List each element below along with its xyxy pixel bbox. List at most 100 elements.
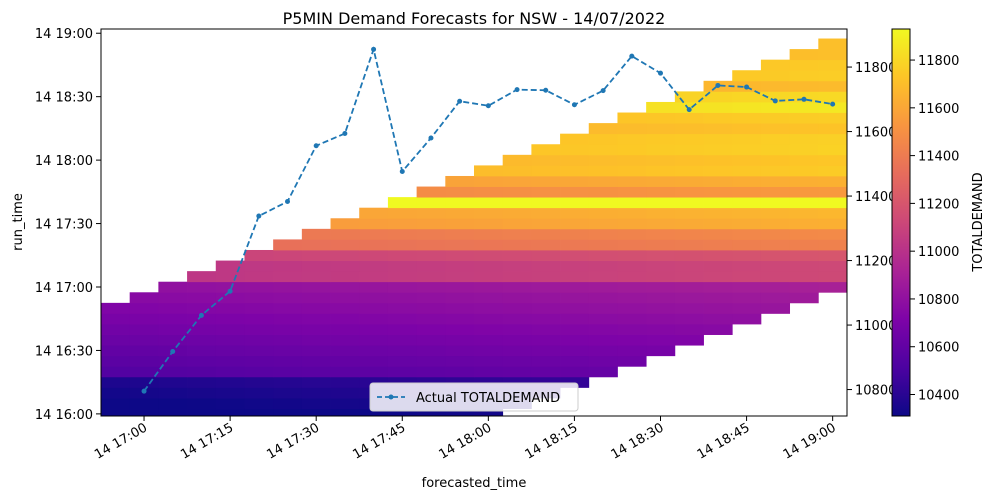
actual-demand-series (141, 46, 836, 394)
heatmap-cell (789, 144, 819, 156)
heatmap-cell (502, 249, 532, 261)
heatmap-cell (560, 154, 590, 166)
heatmap-cell (560, 186, 590, 198)
heatmap-cell (789, 249, 819, 261)
heatmap-cell (674, 175, 704, 187)
heatmap-cell (330, 313, 360, 325)
actual-demand-point (457, 98, 463, 104)
heatmap-cell (760, 175, 791, 187)
heatmap-cell (330, 366, 360, 378)
heatmap-cell (646, 175, 676, 187)
heatmap-cell (301, 313, 331, 325)
actual-demand-point (658, 70, 663, 76)
heatmap-cell (474, 186, 504, 198)
heatmap-cell (445, 260, 475, 272)
heatmap-cell (301, 271, 331, 283)
heatmap-cell (474, 313, 504, 325)
heatmap-cell (387, 376, 418, 388)
heatmap-cell (502, 376, 532, 388)
heatmap-cell (416, 366, 446, 378)
heatmap-cell (760, 59, 791, 71)
heatmap-cell (760, 70, 791, 82)
heatmap-cell (502, 165, 532, 177)
heatmap-cell (330, 228, 360, 240)
heatmap-cell (760, 228, 791, 240)
actual-demand-point (342, 130, 348, 136)
heatmap-cell (588, 175, 618, 187)
heatmap-cell (129, 324, 159, 335)
heatmap-cell (301, 387, 331, 399)
heatmap-cell (215, 398, 245, 409)
heatmap-cell (588, 144, 618, 156)
heatmap-cell (158, 376, 188, 388)
heatmap-cell (646, 154, 676, 166)
heatmap-cell (617, 249, 647, 261)
heatmap-cell (387, 228, 418, 240)
heatmap-cell (301, 281, 331, 293)
heatmap-cell (703, 302, 733, 314)
heatmap-cell (531, 144, 561, 156)
actual-demand-point (772, 98, 778, 104)
heatmap-cell (789, 133, 819, 145)
heatmap-cell (531, 207, 561, 219)
heatmap-cell (474, 249, 504, 261)
heatmap-cell (273, 239, 303, 251)
heatmap-cell (646, 302, 676, 314)
heatmap-cell (531, 281, 561, 293)
heatmap-cell (273, 260, 303, 272)
heatmap-cell (101, 334, 131, 346)
heatmap-cell (215, 355, 245, 367)
heatmap-cell (244, 376, 274, 388)
heatmap-cell (187, 334, 217, 346)
heatmap-cell (416, 408, 446, 417)
heatmap-cell (187, 271, 217, 283)
heatmap-cell (531, 228, 561, 240)
heatmap-cell (330, 260, 360, 272)
heatmap-cell (273, 376, 303, 388)
heatmap-cell (818, 133, 848, 145)
heatmap-cell (416, 197, 446, 209)
actual-demand-point (571, 102, 577, 108)
heatmap-cell (158, 398, 188, 409)
heatmap-cell (445, 345, 475, 357)
heatmap-cell (244, 324, 274, 335)
heatmap-cell (818, 154, 848, 166)
heatmap-cell (531, 376, 561, 388)
heatmap-cell (129, 408, 159, 417)
heatmap-cell (789, 59, 819, 71)
heatmap-cell (502, 271, 532, 283)
heatmap-cell (760, 112, 791, 124)
colorbar-tick-label: 11400 (918, 150, 959, 165)
heatmap-cell (187, 281, 217, 293)
heatmap-cell (416, 324, 446, 335)
heatmap-cell (760, 80, 791, 92)
heatmap-cell (588, 186, 618, 198)
heatmap-cell (187, 376, 217, 388)
heatmap-cell (560, 355, 590, 367)
actual-demand-point (399, 169, 405, 175)
heatmap-cell (588, 324, 618, 335)
heatmap-cell (301, 260, 331, 272)
heatmap-cell (560, 144, 590, 156)
heatmap-cell (818, 207, 848, 219)
heatmap-cell (474, 324, 504, 335)
heatmap-cell (560, 175, 590, 187)
heatmap-cell (301, 249, 331, 261)
heatmap-cell (732, 154, 762, 166)
heatmap-cell (359, 218, 389, 230)
heatmap-cell (818, 91, 848, 103)
heatmap-cell (789, 260, 819, 272)
heatmap-cell (158, 366, 188, 378)
heatmap-cell (617, 281, 647, 293)
actual-demand-point (313, 143, 319, 149)
heatmap-cell (445, 376, 475, 388)
heatmap-cell (474, 302, 504, 314)
heatmap-cell (732, 281, 762, 293)
heatmap-cell (158, 292, 188, 304)
heatmap-cell (789, 292, 819, 304)
heatmap-cell (617, 197, 647, 209)
colorbar: 10400 10600 10800 11000 11200 11400 11600 11800… (891, 28, 986, 417)
heatmap-cell (129, 366, 159, 378)
heatmap-cell (215, 302, 245, 314)
